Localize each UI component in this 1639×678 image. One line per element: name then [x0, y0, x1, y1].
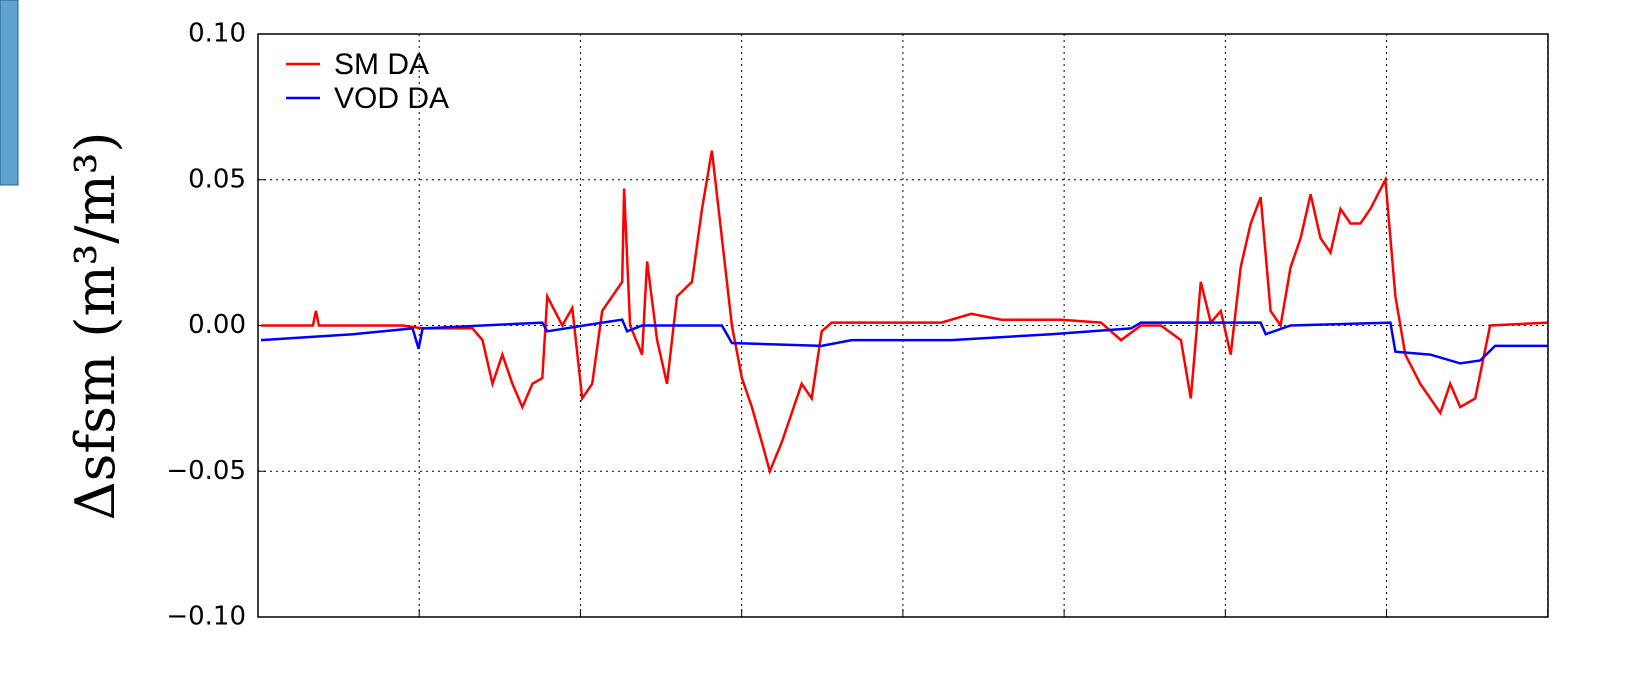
- y-axis-label: Δsfsm (m³/m³): [64, 132, 127, 521]
- legend-label: VOD DA: [334, 82, 449, 115]
- series-line: [261, 150, 1549, 476]
- series-line: [260, 318, 1548, 365]
- plot-frame: [257, 33, 1549, 618]
- y-tick-label: 0.05: [188, 164, 246, 194]
- y-tick-label: 0.10: [188, 19, 246, 49]
- legend-label: SM DA: [334, 48, 429, 81]
- y-tick-label: −0.05: [166, 456, 246, 486]
- image-fragment: [0, 0, 19, 186]
- y-tick-label: 0.00: [188, 310, 246, 340]
- y-tick-label: −0.10: [166, 602, 246, 632]
